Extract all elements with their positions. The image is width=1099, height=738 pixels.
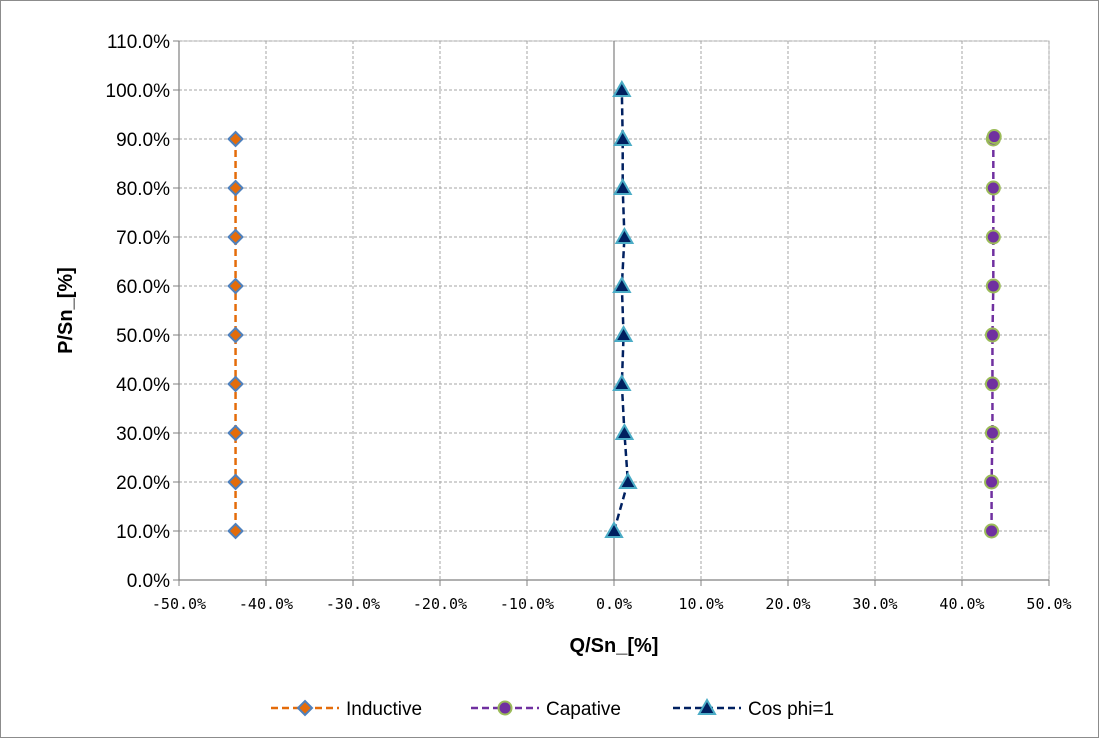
x-tick-label: 40.0% (939, 595, 984, 613)
legend-label: Inductive (346, 699, 422, 720)
legend: Inductive Capative Cos phi=1 (271, 697, 834, 720)
y-tick-label: 90.0% (116, 130, 170, 151)
data-point (612, 373, 632, 391)
data-point (612, 177, 633, 195)
x-tick-label: 0.0% (596, 595, 632, 613)
data-point (227, 130, 244, 148)
data-point (227, 473, 244, 491)
series-capative (984, 129, 1002, 539)
data-point (227, 522, 244, 540)
legend-label: Cos phi=1 (748, 699, 834, 720)
x-tick-label: 30.0% (852, 595, 897, 613)
x-tick-label: -10.0% (500, 595, 554, 613)
y-tick-label: 110.0% (107, 32, 170, 53)
y-tick-label: 60.0% (116, 277, 170, 298)
series-cos-phi-1 (604, 79, 638, 538)
y-tick-label: 80.0% (116, 179, 170, 200)
y-tick-label: 20.0% (116, 473, 170, 494)
data-point (985, 278, 1001, 294)
data-point (227, 228, 244, 246)
data-point (227, 179, 244, 197)
data-point (613, 324, 634, 342)
series-plot (227, 79, 1002, 540)
series-line (990, 136, 996, 531)
x-tick-label: 50.0% (1026, 595, 1071, 613)
tick-labels: 0.0% 10.0% 20.0% 30.0% 40.0% 50.0% 60.0% 70.0% 8… (106, 32, 1072, 613)
data-point (985, 229, 1001, 245)
y-axis-title: P/Sn_[%] (55, 267, 77, 354)
y-tick-label: 10.0% (116, 522, 170, 543)
y-tick-label: 40.0% (116, 375, 170, 396)
x-tick-label: -50.0% (152, 595, 206, 613)
data-point (227, 326, 244, 344)
legend-item: Capative (471, 699, 621, 720)
legend-label: Capative (546, 699, 621, 720)
data-point (612, 79, 632, 97)
legend-marker (296, 699, 314, 717)
x-tick-label: 10.0% (678, 595, 723, 613)
x-tick-label: -20.0% (413, 595, 467, 613)
data-point (984, 474, 1000, 490)
legend-item: Inductive (271, 699, 422, 720)
axes (173, 40, 1050, 586)
data-point (612, 275, 632, 293)
data-point (984, 425, 1000, 441)
legend-item: Cos phi=1 (673, 697, 834, 720)
data-point (986, 129, 1002, 145)
x-tick-label: -30.0% (326, 595, 380, 613)
data-point (612, 128, 633, 146)
data-point (984, 523, 1000, 539)
legend-marker (497, 700, 513, 716)
data-point (984, 376, 1000, 392)
y-tick-label: 70.0% (116, 228, 170, 249)
y-tick-label: 0.0% (127, 571, 170, 592)
data-point (604, 520, 624, 538)
data-point (618, 471, 638, 489)
y-tick-label: 100.0% (106, 81, 171, 102)
data-point (614, 422, 635, 440)
y-tick-label: 30.0% (116, 424, 170, 445)
data-point (614, 226, 635, 244)
x-tick-label: -40.0% (239, 595, 293, 613)
data-point (984, 327, 1000, 343)
data-point (227, 424, 244, 442)
data-point (227, 277, 244, 295)
legend-marker (697, 697, 717, 715)
y-tick-label: 50.0% (116, 326, 170, 347)
x-tick-label: 20.0% (765, 595, 810, 613)
series-inductive (227, 130, 244, 540)
x-axis-title: Q/Sn_[%] (570, 635, 659, 657)
series-line (612, 89, 630, 532)
data-point (227, 375, 244, 393)
data-point (985, 180, 1001, 196)
